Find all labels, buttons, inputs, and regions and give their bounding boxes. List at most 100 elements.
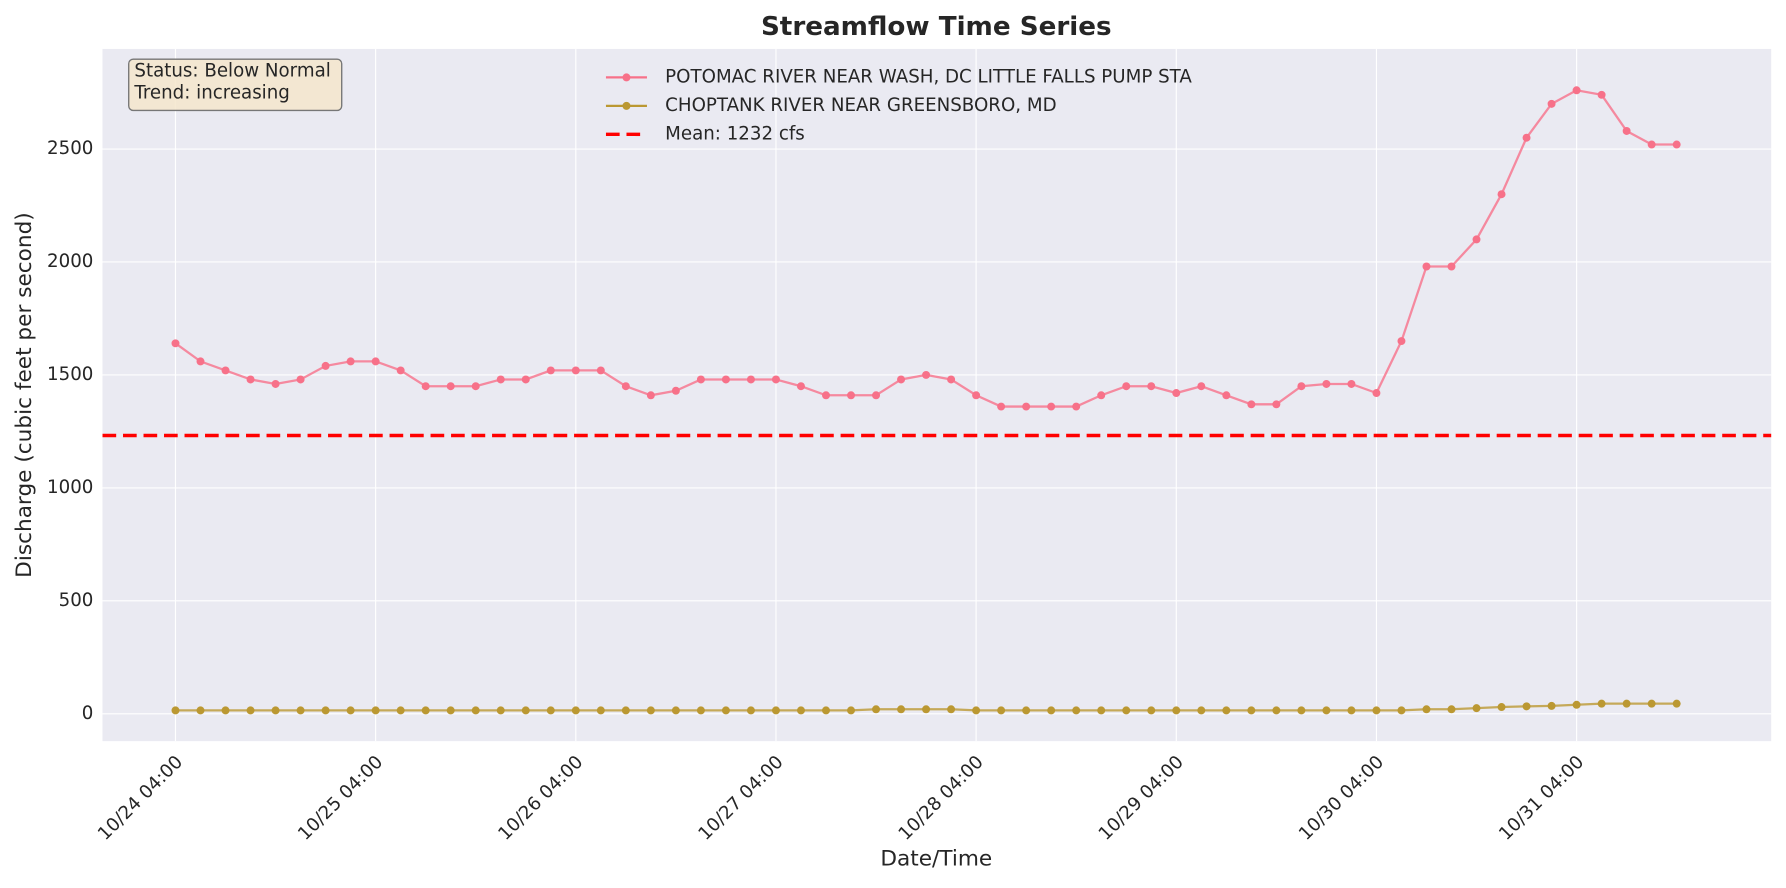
annotation: Trend: increasing [133, 82, 289, 103]
data-point [1422, 705, 1431, 714]
data-point [321, 706, 330, 715]
data-point [1547, 99, 1556, 108]
data-point [1072, 706, 1081, 715]
data-point [1572, 700, 1581, 709]
data-point [1397, 337, 1406, 346]
x-axis-label: Date/Time [880, 847, 992, 872]
data-point [1072, 402, 1081, 411]
data-point [571, 706, 580, 715]
data-point [196, 706, 205, 715]
data-point [796, 382, 805, 391]
annotation: Status: Below Normal [134, 61, 330, 82]
data-point [897, 375, 906, 384]
data-point [721, 375, 730, 384]
data-point [671, 386, 680, 395]
chart-title: Streamflow Time Series [761, 12, 1112, 42]
data-point [571, 366, 580, 375]
data-point [1672, 140, 1681, 149]
data-point [171, 339, 180, 348]
data-point [922, 370, 931, 379]
data-point [947, 705, 956, 714]
data-point [847, 706, 856, 715]
data-point [822, 706, 830, 715]
legend-label: Mean: 1232 cfs [665, 123, 805, 144]
data-point [646, 391, 655, 400]
data-point [196, 357, 205, 366]
data-point [1147, 706, 1156, 715]
data-point [346, 706, 355, 715]
data-point [271, 706, 280, 715]
y-tick-label: 0 [82, 703, 94, 724]
data-point [1272, 400, 1281, 409]
data-point [396, 366, 405, 375]
legend-label: CHOPTANK RIVER NEAR GREENSBORO, MD [665, 95, 1056, 116]
data-point [1347, 379, 1356, 388]
data-point [696, 375, 705, 384]
data-point [496, 375, 505, 384]
data-point [471, 382, 480, 391]
y-axis-label: Discharge (cubic feet per second) [12, 212, 37, 578]
data-point [1447, 705, 1456, 714]
data-point [1597, 699, 1606, 708]
data-point [1247, 400, 1256, 409]
x-tick-label: 10/26 04:00 [494, 752, 587, 845]
data-point [421, 706, 430, 715]
data-point [1647, 699, 1656, 708]
data-point [496, 706, 505, 715]
x-tick-label: 10/30 04:00 [1295, 752, 1388, 845]
data-point [1197, 382, 1206, 391]
data-point [1322, 379, 1331, 388]
data-point [1222, 391, 1231, 400]
data-point [1347, 706, 1356, 715]
data-point [972, 391, 981, 400]
x-tick-label: 10/31 04:00 [1495, 752, 1588, 845]
data-point [1622, 699, 1631, 708]
x-tick-label: 10/27 04:00 [694, 752, 787, 845]
data-point [696, 706, 705, 715]
data-point [997, 706, 1006, 715]
data-point [646, 706, 655, 715]
plot-area [102, 48, 1772, 742]
data-point [746, 375, 755, 384]
data-point [1522, 702, 1531, 711]
data-point [446, 382, 455, 391]
data-point [246, 706, 255, 715]
data-point [1297, 382, 1306, 391]
y-tick-label: 1000 [47, 477, 93, 498]
x-tick-label: 10/29 04:00 [1095, 752, 1188, 845]
data-point [1097, 391, 1106, 400]
data-point [721, 706, 730, 715]
data-point [596, 706, 605, 715]
data-point [621, 706, 630, 715]
data-point [1447, 262, 1456, 271]
y-tick-label: 2000 [47, 251, 93, 272]
data-point [847, 391, 856, 400]
data-point [1147, 382, 1156, 391]
data-point [972, 706, 981, 715]
data-point [1597, 90, 1606, 99]
data-point [1047, 706, 1056, 715]
data-point [1022, 402, 1031, 411]
data-point [897, 705, 906, 714]
data-point [1097, 706, 1106, 715]
data-point [1422, 262, 1431, 271]
data-point [1222, 706, 1231, 715]
data-point [1672, 699, 1681, 708]
data-point [872, 391, 881, 400]
data-point [296, 706, 305, 715]
data-point [346, 357, 355, 366]
data-point [521, 375, 530, 384]
y-tick-label: 2500 [47, 138, 93, 159]
x-tick-label: 10/24 04:00 [94, 752, 187, 845]
data-point [1497, 190, 1506, 199]
data-point [822, 391, 830, 400]
data-point [1622, 126, 1631, 135]
data-point [1022, 706, 1031, 715]
data-point [796, 706, 805, 715]
legend-marker [622, 101, 631, 110]
data-point [321, 361, 330, 370]
data-point [1522, 133, 1531, 142]
data-point [371, 357, 380, 366]
data-point [1372, 389, 1381, 397]
